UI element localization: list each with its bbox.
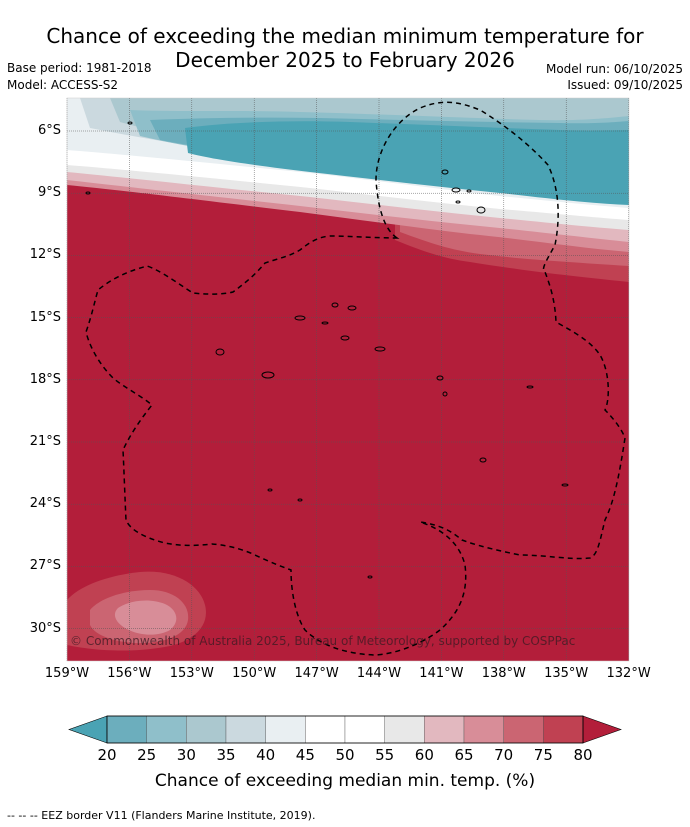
model-name: Model: ACCESS-S2	[7, 78, 119, 92]
colorbar-segment	[463, 715, 504, 744]
colorbar-segment	[344, 715, 385, 744]
lon-tick-label: 156°W	[107, 666, 152, 681]
issued-date: Issued: 09/10/2025	[567, 78, 683, 92]
colorbar-frame	[106, 715, 584, 744]
colorbar-title: Chance of exceeding median min. temp. (%…	[154, 771, 536, 791]
lon-tick-label: 141°W	[419, 666, 464, 681]
islands	[85, 121, 569, 579]
colorbar-tick-label: 20	[97, 746, 117, 764]
eez-legend-note: -- -- -- EEZ border V11 (Flanders Marine…	[7, 809, 316, 822]
island-outline	[215, 348, 225, 356]
lon-tick-label: 132°W	[606, 666, 651, 681]
colorbar-tick-label: 40	[256, 746, 276, 764]
colorbar-segment	[503, 715, 544, 744]
lat-tick-label: 6°S	[37, 123, 61, 138]
colorbar-segment	[265, 715, 306, 744]
lat-tick-label: 9°S	[37, 185, 61, 201]
lat-tick-label: 27°S	[29, 558, 61, 574]
lon-tick-label: 135°W	[544, 666, 589, 681]
eez-border	[85, 101, 626, 656]
island-outline	[455, 200, 461, 204]
colorbar-tick-label: 65	[454, 746, 474, 764]
colorbar-lower-extension	[68, 715, 108, 744]
island-outline	[374, 346, 386, 352]
lat-tick-label: 15°S	[29, 309, 61, 325]
colorbar-segment	[543, 715, 584, 744]
colorbar-segment	[384, 715, 425, 744]
colorbar-tick-label: 45	[295, 746, 315, 764]
lon-tick-label: 147°W	[294, 666, 339, 681]
island-outline	[267, 488, 273, 492]
lon-tick-label: 150°W	[232, 666, 277, 681]
colorbar-tick-label: 35	[216, 746, 236, 764]
island-outline	[321, 321, 329, 325]
map-title-line2: December 2025 to February 2026	[175, 48, 515, 72]
colorbar-segment	[225, 715, 266, 744]
island-outline	[331, 302, 339, 308]
colorbar	[68, 715, 622, 744]
island-outline	[526, 385, 534, 389]
lat-tick-label: 12°S	[29, 247, 61, 263]
island-outline	[294, 315, 306, 321]
lat-tick-label: 30°S	[29, 620, 61, 636]
lat-tick-label: 18°S	[29, 371, 61, 387]
colorbar-segment	[305, 715, 346, 744]
island-outline	[441, 169, 449, 175]
island-outline	[367, 575, 373, 579]
island-outline	[561, 483, 569, 487]
map-title-line1: Chance of exceeding the median minimum t…	[46, 24, 644, 48]
colorbar-segment	[106, 715, 147, 744]
lat-tick-label: 24°S	[29, 496, 61, 512]
colorbar-tick-label: 75	[533, 746, 553, 764]
colorbar-segment	[424, 715, 465, 744]
field-band-below20	[185, 121, 629, 205]
map-frame	[66, 97, 630, 662]
model-run: Model run: 06/10/2025	[545, 62, 683, 76]
island-outline	[436, 375, 444, 381]
island-outline	[127, 121, 133, 125]
island-outline	[442, 391, 448, 397]
base-period: Base period: 1981-2018	[7, 61, 152, 75]
map-field	[67, 98, 629, 661]
island-outline	[466, 189, 472, 193]
colorbar-tick-label: 25	[137, 746, 157, 764]
lat-tick-label: 21°S	[29, 434, 61, 449]
island-outline	[85, 191, 91, 195]
island-outline	[261, 371, 275, 379]
island-outline	[476, 206, 486, 214]
colorbar-tick-label: 60	[414, 746, 434, 764]
lon-tick-label: 138°W	[481, 666, 526, 681]
island-outline	[479, 457, 487, 463]
colorbar-tick-label: 50	[335, 746, 355, 764]
colorbar-upper-extension	[582, 715, 622, 744]
field-sw-patch-65	[114, 600, 177, 635]
copyright-notice: © Commonwealth of Australia 2025, Bureau…	[70, 634, 576, 648]
lon-tick-label: 144°W	[356, 666, 402, 681]
colorbar-tick-label: 55	[375, 746, 395, 764]
island-outline	[297, 498, 303, 502]
colorbar-segment	[186, 715, 227, 744]
island-outline	[340, 335, 350, 341]
map-gridlines	[66, 98, 629, 661]
island-outline	[347, 305, 357, 311]
island-outline	[451, 187, 461, 193]
colorbar-tick-label: 70	[494, 746, 514, 764]
colorbar-tick-label: 30	[176, 746, 196, 764]
colorbar-tick-label: 80	[573, 746, 593, 764]
lon-tick-label: 153°W	[169, 666, 214, 681]
lon-tick-label: 159°W	[44, 666, 90, 681]
colorbar-segment	[146, 715, 187, 744]
